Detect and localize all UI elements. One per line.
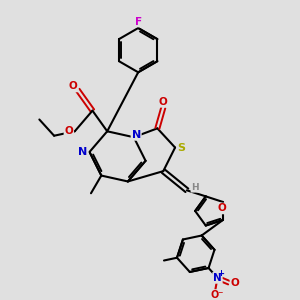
Text: O⁻: O⁻	[210, 290, 224, 300]
Text: O: O	[64, 126, 73, 136]
Text: S: S	[178, 142, 186, 152]
Text: O: O	[230, 278, 239, 288]
Text: O: O	[217, 203, 226, 213]
Text: +: +	[218, 269, 224, 278]
Text: N: N	[131, 130, 141, 140]
Text: O: O	[159, 97, 168, 107]
Text: F: F	[135, 16, 142, 26]
Text: H: H	[191, 183, 199, 192]
Text: O: O	[69, 82, 78, 92]
Text: N: N	[78, 147, 88, 157]
Text: N: N	[213, 273, 222, 283]
